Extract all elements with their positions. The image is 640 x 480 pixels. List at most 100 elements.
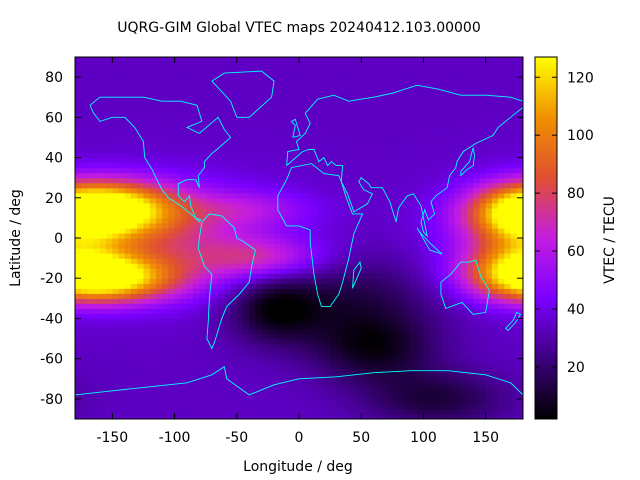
heatmap-cell xyxy=(236,263,244,269)
heatmap-cell xyxy=(106,182,113,189)
heatmap-cell xyxy=(193,253,201,259)
heatmap-cell xyxy=(311,57,319,63)
heatmap-cell xyxy=(162,343,169,350)
heatmap-cell xyxy=(398,298,406,304)
heatmap-cell xyxy=(155,303,163,309)
heatmap-cell xyxy=(435,107,443,113)
heatmap-cell xyxy=(280,117,288,123)
heatmap-cell xyxy=(267,132,275,139)
heatmap-cell xyxy=(367,192,375,199)
heatmap-cell xyxy=(491,358,499,365)
heatmap-cell xyxy=(131,288,138,294)
heatmap-cell xyxy=(423,253,431,259)
heatmap-cell xyxy=(180,243,188,249)
heatmap-cell xyxy=(99,192,107,199)
heatmap-cell xyxy=(131,398,138,405)
heatmap-cell xyxy=(243,413,250,419)
heatmap-cell xyxy=(168,102,176,108)
heatmap-cell xyxy=(224,248,232,254)
heatmap-cell xyxy=(498,358,505,365)
heatmap-cell xyxy=(267,258,275,264)
heatmap-cell xyxy=(330,102,337,108)
heatmap-cell xyxy=(454,268,462,274)
heatmap-cell xyxy=(361,248,369,254)
heatmap-cell xyxy=(99,248,107,254)
heatmap-cell xyxy=(342,313,350,320)
heatmap-cell xyxy=(348,107,356,113)
heatmap-cell xyxy=(323,97,331,103)
heatmap-cell xyxy=(330,222,337,229)
heatmap-cell xyxy=(168,303,176,309)
heatmap-cell xyxy=(112,157,120,164)
heatmap-cell xyxy=(305,258,313,264)
heatmap-cell xyxy=(417,127,425,134)
heatmap-cell xyxy=(168,87,176,93)
heatmap-cell xyxy=(230,363,238,370)
heatmap-cell xyxy=(355,258,362,264)
heatmap-cell xyxy=(174,112,182,118)
heatmap-cell xyxy=(342,293,350,299)
heatmap-cell xyxy=(504,313,512,320)
heatmap-cell xyxy=(454,258,462,264)
heatmap-cell xyxy=(149,313,157,320)
heatmap-cell xyxy=(386,268,393,274)
heatmap-cell xyxy=(193,182,201,189)
heatmap-cell xyxy=(218,368,225,375)
heatmap-cell xyxy=(218,67,225,73)
heatmap-cell xyxy=(93,227,101,234)
heatmap-cell xyxy=(230,303,238,309)
heatmap-cell xyxy=(323,268,331,274)
heatmap-cell xyxy=(467,167,474,174)
heatmap-cell xyxy=(255,197,263,204)
heatmap-cell xyxy=(230,77,238,83)
heatmap-cell xyxy=(398,378,406,385)
heatmap-cell xyxy=(274,333,281,340)
heatmap-cell xyxy=(205,363,213,370)
heatmap-cell xyxy=(143,97,151,103)
heatmap-cell xyxy=(99,157,107,164)
heatmap-cell xyxy=(286,393,294,400)
heatmap-cell xyxy=(87,187,95,194)
heatmap-cell xyxy=(398,398,406,405)
heatmap-cell xyxy=(361,57,369,63)
heatmap-cell xyxy=(373,298,381,304)
heatmap-cell xyxy=(261,268,269,274)
heatmap-cell xyxy=(143,313,151,320)
heatmap-cell xyxy=(367,207,375,214)
heatmap-cell xyxy=(348,162,356,169)
heatmap-cell xyxy=(162,398,169,405)
heatmap-cell xyxy=(218,217,225,224)
heatmap-cell xyxy=(467,202,474,209)
heatmap-cell xyxy=(355,278,362,284)
heatmap-cell xyxy=(317,283,325,289)
heatmap-cell xyxy=(448,222,456,229)
heatmap-cell xyxy=(460,363,468,370)
heatmap-cell xyxy=(417,328,425,335)
heatmap-cell xyxy=(211,92,219,98)
heatmap-cell xyxy=(267,323,275,330)
heatmap-cell xyxy=(398,373,406,380)
heatmap-cell xyxy=(355,398,362,405)
heatmap-cell xyxy=(348,72,356,78)
heatmap-cell xyxy=(485,97,493,103)
heatmap-cell xyxy=(367,343,375,350)
heatmap-cell xyxy=(155,197,163,204)
heatmap-cell xyxy=(305,202,313,209)
heatmap-cell xyxy=(174,162,182,169)
heatmap-cell xyxy=(454,142,462,149)
heatmap-cell xyxy=(423,217,431,224)
heatmap-cell xyxy=(429,182,437,189)
heatmap-cell xyxy=(348,212,356,219)
heatmap-cell xyxy=(236,77,244,83)
heatmap-cell xyxy=(398,97,406,103)
heatmap-cell xyxy=(448,413,456,419)
heatmap-cell xyxy=(205,67,213,73)
heatmap-cell xyxy=(292,72,300,78)
heatmap-cell xyxy=(491,373,499,380)
heatmap-cell xyxy=(423,248,431,254)
heatmap-cell xyxy=(249,243,257,249)
heatmap-cell xyxy=(124,102,132,108)
heatmap-cell xyxy=(236,348,244,355)
heatmap-cell xyxy=(467,102,474,108)
heatmap-cell xyxy=(187,62,194,68)
